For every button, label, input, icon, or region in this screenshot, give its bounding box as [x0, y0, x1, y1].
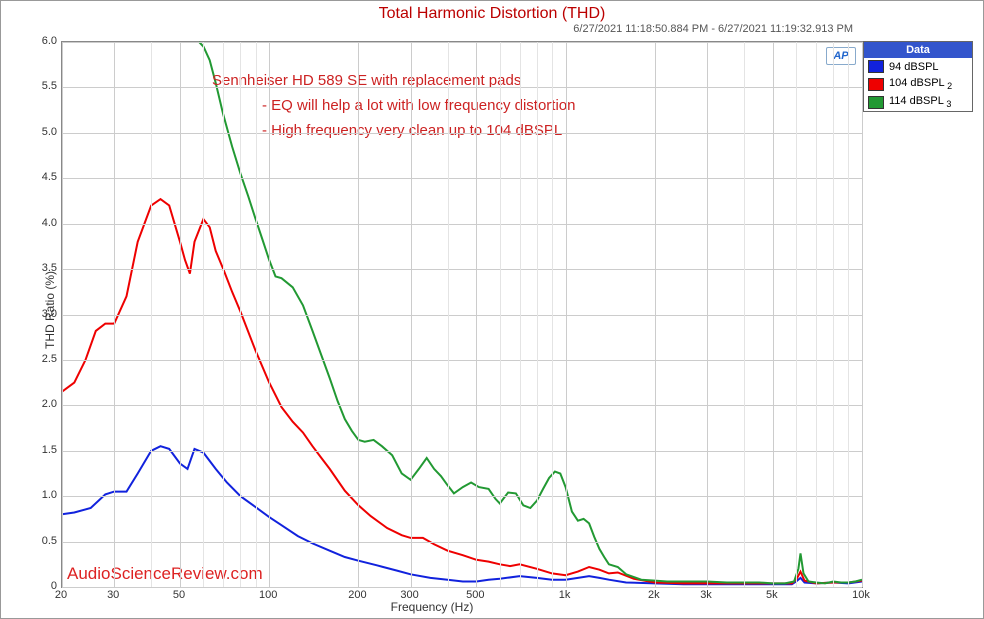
chart-title: Total Harmonic Distortion (THD) — [1, 5, 983, 23]
legend-header: Data — [864, 42, 972, 58]
x-tick: 5k — [766, 589, 778, 601]
y-tick: 6.0 — [31, 35, 57, 47]
legend-item: 104 dBSPL 2 — [864, 75, 972, 93]
x-tick: 2k — [648, 589, 660, 601]
x-tick: 500 — [466, 589, 484, 601]
y-tick: 3.0 — [31, 308, 57, 320]
x-tick: 100 — [259, 589, 277, 601]
legend-swatch — [868, 78, 884, 91]
x-tick: 200 — [348, 589, 366, 601]
plot-area: AP Sennheiser HD 589 SE with replacement… — [61, 41, 863, 588]
y-tick: 2.5 — [31, 353, 57, 365]
x-tick: 1k — [559, 589, 571, 601]
y-tick: 4.0 — [31, 217, 57, 229]
legend-swatch — [868, 96, 884, 109]
legend-item: 114 dBSPL 3 — [864, 93, 972, 111]
y-tick: 1.5 — [31, 444, 57, 456]
legend-item: 94 dBSPL — [864, 58, 972, 75]
annotation-line-3: - High frequency very clean up to 104 dB… — [262, 122, 562, 139]
chart-container: Total Harmonic Distortion (THD) 6/27/202… — [0, 0, 984, 619]
x-tick: 300 — [400, 589, 418, 601]
x-axis-label: Frequency (Hz) — [1, 600, 863, 614]
timestamp: 6/27/2021 11:18:50.884 PM - 6/27/2021 11… — [573, 23, 853, 35]
y-tick: 0.5 — [31, 535, 57, 547]
x-tick: 30 — [107, 589, 119, 601]
legend-swatch — [868, 60, 884, 73]
series-line — [62, 199, 862, 583]
legend-label: 94 dBSPL — [889, 61, 939, 73]
watermark: AudioScienceReview.com — [67, 564, 263, 584]
y-tick: 3.5 — [31, 262, 57, 274]
x-tick: 3k — [700, 589, 712, 601]
legend-label: 104 dBSPL 2 — [889, 77, 952, 91]
legend: Data 94 dBSPL 104 dBSPL 2 114 dBSPL 3 — [863, 41, 973, 112]
x-tick: 20 — [55, 589, 67, 601]
x-tick: 50 — [173, 589, 185, 601]
x-tick: 10k — [852, 589, 870, 601]
y-tick: 5.5 — [31, 80, 57, 92]
y-tick: 5.0 — [31, 126, 57, 138]
y-tick: 4.5 — [31, 171, 57, 183]
y-tick: 1.0 — [31, 489, 57, 501]
annotation-line-2: - EQ will help a lot with low frequency … — [262, 97, 575, 114]
y-tick: 0 — [31, 580, 57, 592]
y-tick: 2.0 — [31, 398, 57, 410]
legend-label: 114 dBSPL 3 — [889, 95, 951, 109]
